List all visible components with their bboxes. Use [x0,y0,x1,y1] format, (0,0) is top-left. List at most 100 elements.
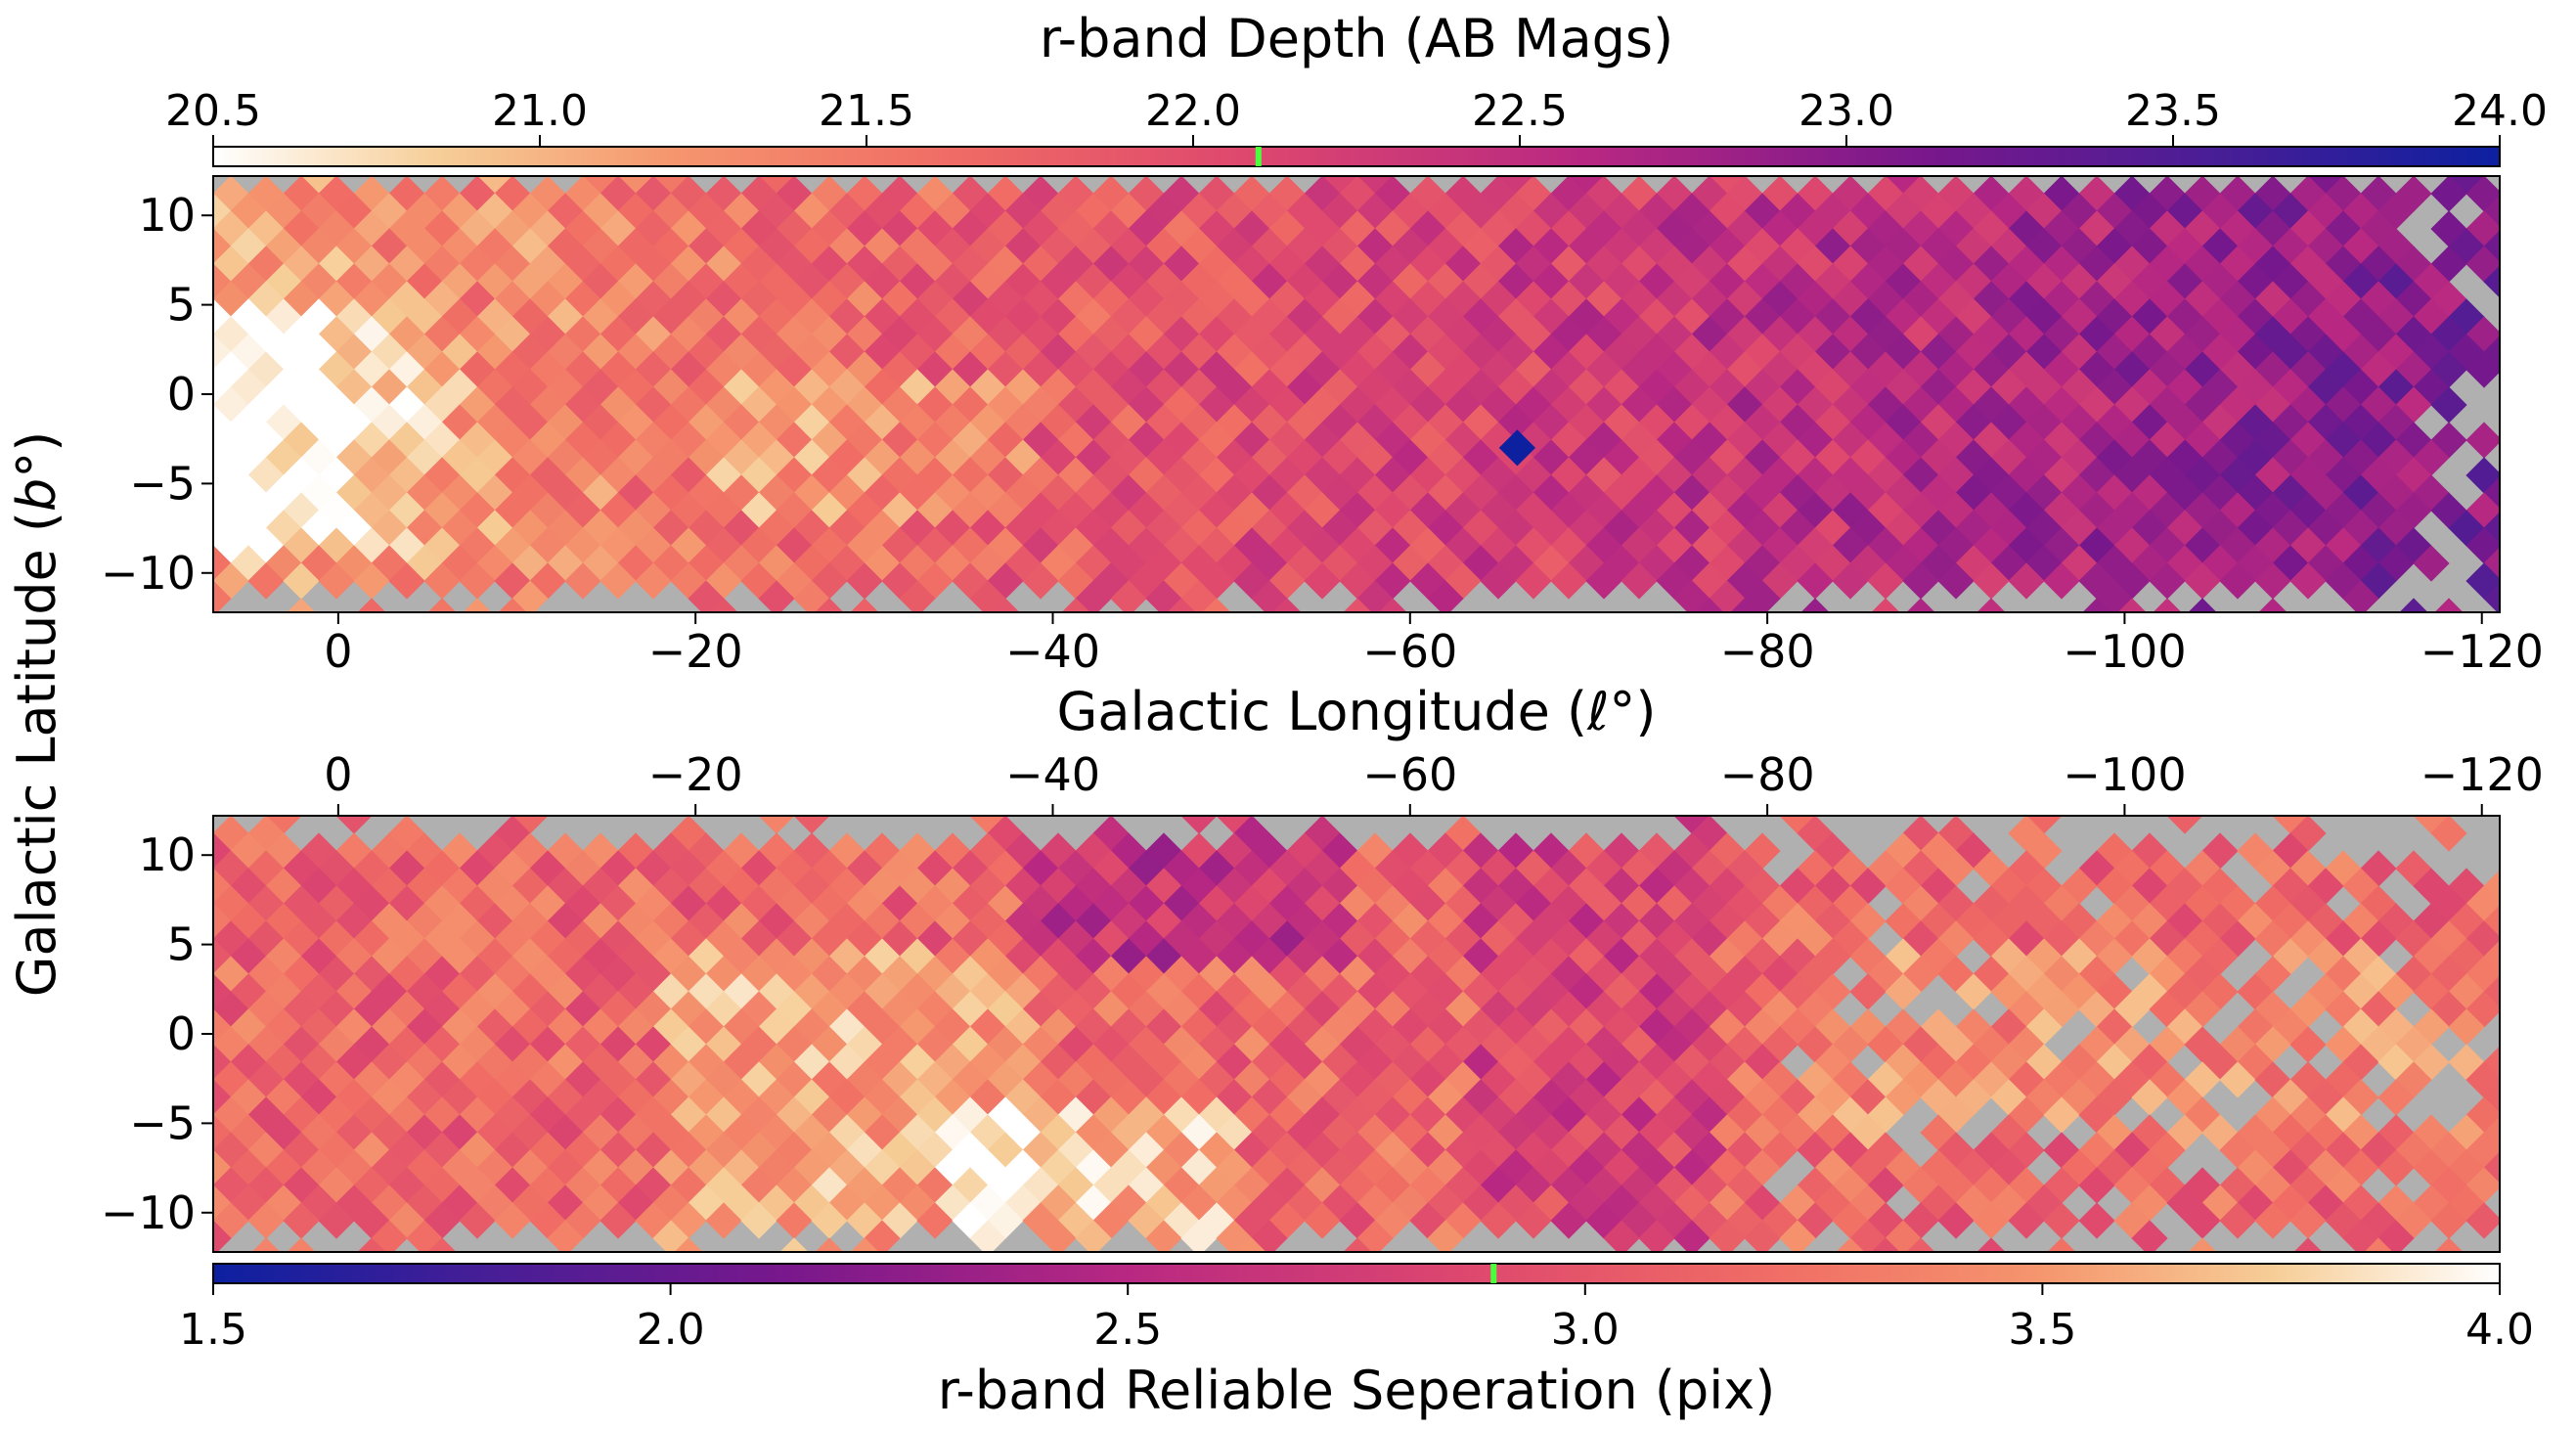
separation-map-cell [2113,1202,2151,1239]
depth-map-cell [1937,422,1975,459]
separation-map-cell [2501,1132,2537,1168]
depth-map-cell [1709,193,1746,230]
depth-map-cell [1744,193,1781,230]
depth-map-cell [1110,193,1147,230]
separation-map-cell [776,1132,813,1169]
depth-map-cell [1656,562,1693,600]
separation-map-cell [1110,868,1147,905]
depth-map-cell [2501,351,2537,387]
depth-map-cell [1286,510,1323,547]
depth-map-cell [2184,562,2221,600]
depth-map-cell [1550,281,1587,318]
depth-map-cell [1515,422,1552,459]
separation-map-cell [1885,973,1922,1010]
separation-map-cell [1040,868,1077,905]
depth-map-cell [1726,457,1763,494]
separation-map-cell [1145,1220,1182,1252]
depth-map-cell [1374,246,1411,283]
depth-map-cell [1339,316,1376,353]
separation-map-cell [1180,1149,1218,1186]
separation-map-cell [1268,1167,1306,1204]
depth-map-cell [916,176,954,212]
separation-map-cell [1040,1008,1077,1046]
separation-map-cell [2149,991,2186,1028]
colorbar-separation: 1.5 2.0 2.5 3.0 3.5 4.0 r-band Reliable Seper… [179,1263,2534,1421]
depth-map-cell [2413,545,2450,582]
separation-map-cell [1849,1114,1887,1151]
separation-map-cell [2272,1008,2309,1046]
separation-map-cell [1726,850,1763,887]
separation-map-cell [1356,1184,1394,1222]
separation-map-cell [670,1132,707,1169]
separation-map-cell [1444,816,1482,852]
separation-map-cell [1057,1202,1094,1239]
depth-map-cell [1920,474,1957,512]
depth-map-cell [1022,457,1059,494]
separation-map-cell [969,1220,1006,1252]
separation-map-cell [2043,1202,2080,1239]
depth-map-cell [1022,386,1059,424]
separation-map-cell [723,1149,760,1186]
depth-map-cell [213,580,232,612]
colorbar-depth-reference-line [1255,147,1262,166]
depth-map-cell [652,176,689,195]
separation-map-cell [1515,920,1552,958]
depth-map-cell [1110,334,1147,371]
separation-map-cell [1057,1132,1094,1169]
separation-map-cell [1092,1061,1130,1098]
depth-map-cell [1695,598,1724,612]
depth-map-cell [1233,246,1270,283]
separation-map-cell [1550,956,1587,993]
depth-map-cell [1092,281,1130,318]
separation-map-cell [846,1132,883,1169]
separation-map-cell [1286,1184,1323,1222]
separation-map-cell [265,1114,302,1151]
separation-map-cell [1902,956,1939,993]
separation-map-cell [916,1202,954,1239]
separation-map-cell [1356,973,1394,1010]
colorbar-separation-reference-line [1490,1264,1497,1283]
separation-map-cell [2518,868,2554,904]
separation-map-cell [987,816,1024,852]
separation-map-cell [159,1149,196,1185]
separation-map-cell [2078,1096,2115,1134]
depth-map-cell [1585,527,1622,564]
depth-map-cell [1885,176,1922,195]
depth-map-cell [1885,228,1922,265]
depth-map-cell [1691,422,1728,459]
separation-map-cell [1198,920,1235,958]
depth-map-cell [213,404,232,441]
depth-map-cell [1568,545,1605,582]
depth-map-cell [1057,246,1094,283]
separation-map-cell [1444,991,1482,1028]
depth-map-cell [1198,210,1235,247]
separation-map-cell [916,1132,954,1169]
separation-map-cell [213,868,232,905]
separation-map-cell [1585,1061,1622,1098]
depth-map-cell [1621,457,1658,494]
separation-map-cell [2219,1202,2256,1239]
depth-map-cell [1321,369,1358,406]
separation-map-cell [1744,1079,1781,1116]
depth-map-cell [1251,439,1288,476]
y-axis-label: Galactic Latitude (b°) [6,431,67,998]
depth-map-cell [1392,404,1429,441]
separation-map-cell [811,1096,848,1134]
separation-map-cell [776,1202,813,1239]
separation-map-cell [1673,1044,1710,1081]
separation-map-cell [1955,832,1992,870]
depth-map-cell [1885,369,1922,406]
depth-map-cell [1392,263,1429,300]
depth-map-cell [881,176,918,212]
separation-map-cell [881,1026,918,1063]
separation-map-cell [2254,1061,2291,1098]
separation-map-cell [1814,903,1851,940]
separation-map-cell [1673,1149,1710,1186]
depth-map-cell [1304,422,1341,459]
depth-map-cell [1110,404,1147,441]
depth-map-cell [1621,562,1658,600]
depth-map-cell [1568,334,1605,371]
depth-map-cell [1233,386,1270,424]
depth-map-cell [1902,386,1939,424]
separation-map-cell [1304,885,1341,922]
